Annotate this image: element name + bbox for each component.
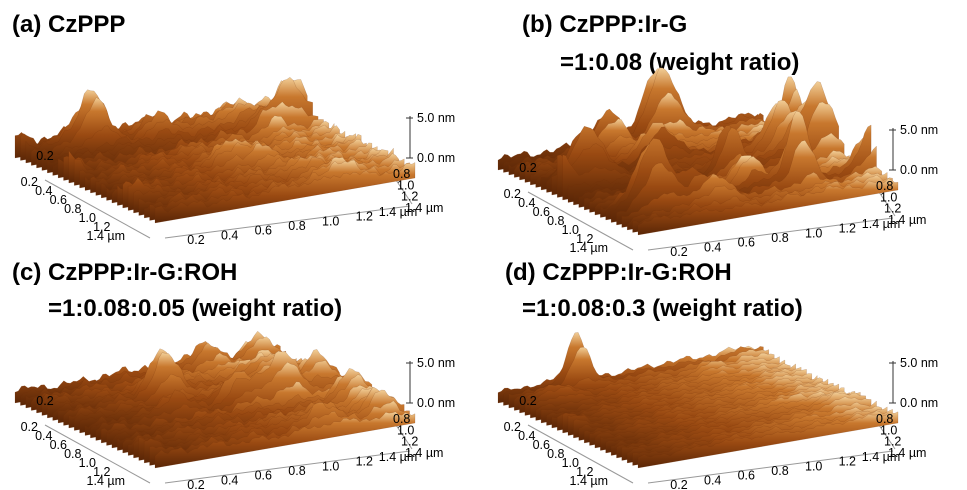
z-tick-label: 5.0 nm: [417, 111, 455, 125]
back-tick-label: 0.2: [36, 394, 53, 408]
panel-title: (b) CzPPP:Ir-G: [522, 11, 687, 38]
bottom-tick-label: 1.0: [805, 226, 822, 240]
left-tick-label: 1.4 µm: [570, 474, 608, 488]
back-tick-label: 0.2: [519, 394, 536, 408]
bottom-tick-label: 0.2: [670, 245, 687, 259]
bottom-tick-label: 0.4: [704, 240, 721, 254]
bottom-tick-label: 0.8: [771, 231, 788, 245]
bottom-tick-label: 0.2: [187, 233, 204, 247]
panel-title: (c) CzPPP:Ir-G:ROH: [12, 259, 237, 286]
panel-ratio: =1:0.08 (weight ratio): [560, 49, 799, 76]
right-tick-label: 1.4 µm: [888, 213, 926, 227]
panel-title: (d) CzPPP:Ir-G:ROH: [505, 259, 732, 286]
bottom-tick-label: 0.6: [738, 469, 755, 483]
z-tick-label: 0.0 nm: [900, 396, 938, 410]
bottom-tick-label: 1.2: [356, 210, 373, 224]
z-tick-label: 5.0 nm: [417, 356, 455, 370]
afm-panel: 5.0 nm0.0 nm0.20.20.40.60.81.01.21.4 µm0…: [15, 77, 455, 247]
panel-title: (a) CzPPP: [12, 11, 125, 38]
left-tick-label: 1.4 µm: [87, 474, 125, 488]
figure: (a) CzPPP (b) CzPPP:Ir-G =1:0.08 (weight…: [0, 0, 967, 490]
z-tick-label: 5.0 nm: [900, 123, 938, 137]
figure-canvas: (a) CzPPP (b) CzPPP:Ir-G =1:0.08 (weight…: [0, 0, 967, 490]
bottom-tick-label: 0.6: [738, 236, 755, 250]
bottom-tick-label: 0.6: [255, 469, 272, 483]
back-tick-label: 0.2: [36, 149, 53, 163]
z-tick-label: 5.0 nm: [900, 356, 938, 370]
bottom-tick-label: 1.2: [356, 455, 373, 469]
bottom-tick-label: 0.4: [704, 473, 721, 487]
bottom-tick-label: 0.2: [670, 478, 687, 490]
bottom-tick-label: 0.8: [771, 464, 788, 478]
bottom-tick-label: 1.0: [322, 214, 339, 228]
bottom-tick-label: 1.2: [839, 455, 856, 469]
bottom-tick-label: 0.6: [255, 224, 272, 238]
z-tick-label: 0.0 nm: [417, 396, 455, 410]
bottom-tick-label: 1.0: [805, 459, 822, 473]
left-tick-label: 1.4 µm: [87, 229, 125, 243]
bottom-tick-label: 1.2: [839, 222, 856, 236]
left-tick-label: 1.4 µm: [570, 241, 608, 255]
right-tick-label: 1.4 µm: [405, 446, 443, 460]
right-tick-label: 1.4 µm: [405, 201, 443, 215]
panel-ratio: =1:0.08:0.3 (weight ratio): [522, 295, 803, 322]
bottom-tick-label: 0.8: [288, 219, 305, 233]
bottom-tick-label: 0.2: [187, 478, 204, 490]
right-tick-label: 1.4 µm: [888, 446, 926, 460]
z-tick-label: 0.0 nm: [900, 163, 938, 177]
bottom-tick-label: 0.4: [221, 228, 238, 242]
bottom-tick-label: 1.0: [322, 459, 339, 473]
panel-ratio: =1:0.08:0.05 (weight ratio): [48, 295, 342, 322]
back-tick-label: 0.2: [519, 161, 536, 175]
bottom-tick-label: 0.4: [221, 473, 238, 487]
z-tick-label: 0.0 nm: [417, 151, 455, 165]
bottom-tick-label: 0.8: [288, 464, 305, 478]
